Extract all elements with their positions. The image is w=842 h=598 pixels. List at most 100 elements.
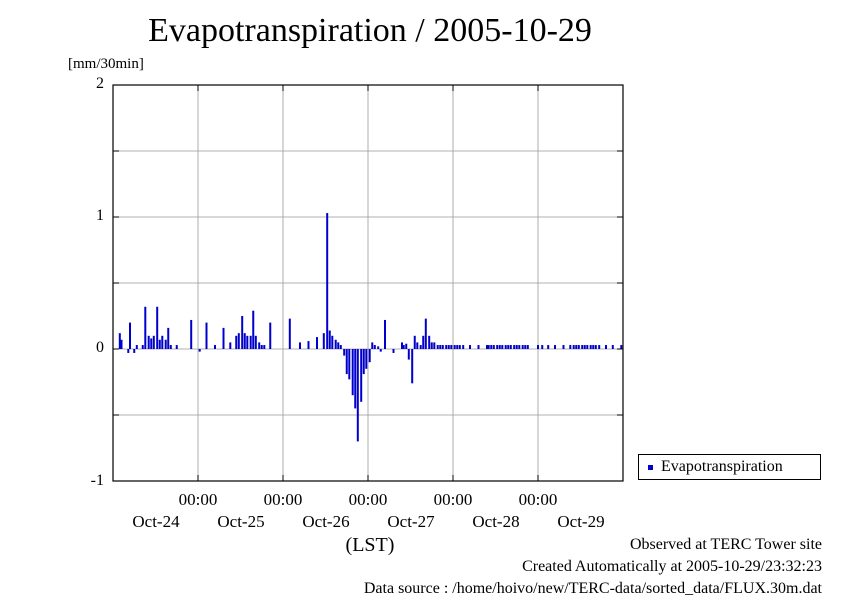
data-bar (402, 345, 405, 349)
y-unit-label: [mm/30min] (68, 56, 144, 72)
footer-created: Created Automatically at 2005-10-29/23:3… (522, 558, 822, 575)
data-bar (316, 337, 318, 349)
data-bar (572, 345, 575, 349)
data-bar (384, 319, 386, 349)
data-bar (241, 316, 244, 349)
data-bar (592, 345, 595, 349)
data-bar (509, 345, 512, 349)
data-bar (164, 339, 167, 349)
data-bar (594, 345, 597, 349)
data-bar (430, 342, 433, 349)
data-bar (498, 345, 501, 349)
data-bar (458, 345, 461, 349)
data-bar (356, 349, 359, 442)
data-bar (496, 345, 499, 349)
data-bar (422, 335, 425, 349)
x-date-label: Oct-24 (132, 512, 180, 531)
data-bar (407, 349, 410, 360)
data-bar (167, 327, 170, 349)
data-bar (586, 345, 589, 349)
data-bar (605, 345, 607, 349)
data-bar (161, 335, 164, 349)
footer-observed: Observed at TERC Tower site (629, 536, 822, 553)
data-bar (401, 342, 403, 349)
y-tick-label: 2 (96, 75, 104, 92)
data-bar (524, 345, 527, 349)
data-bar (334, 339, 337, 349)
data-bar (237, 333, 240, 349)
x-axis-label-text: (LST) (345, 534, 395, 556)
data-bar (428, 335, 431, 349)
x-time-tick-label: 00:00 (178, 490, 218, 509)
data-bar (405, 343, 408, 349)
data-bar (222, 327, 225, 349)
data-bar (439, 345, 442, 349)
data-bar (214, 345, 216, 349)
data-bar (469, 345, 471, 349)
data-bar (521, 345, 524, 349)
data-bar (541, 345, 544, 349)
data-bar (343, 349, 346, 356)
data-bar (575, 345, 578, 349)
data-bar (554, 345, 556, 349)
x-time-tick-label: 00:00 (348, 490, 388, 509)
data-bar (492, 345, 495, 349)
data-bar (433, 342, 436, 349)
data-bar (445, 345, 448, 349)
data-bar (577, 345, 580, 349)
data-bar (373, 345, 376, 349)
data-bar (326, 213, 329, 349)
y-tick-label: -1 (90, 472, 104, 489)
data-bar (365, 349, 368, 369)
y-tick-label: 0 (96, 339, 104, 356)
data-bar (351, 349, 354, 396)
data-bar (436, 345, 439, 349)
data-bar (243, 333, 246, 349)
data-bar (263, 345, 266, 349)
data-bar (392, 349, 395, 353)
data-bar (252, 310, 255, 349)
data-bar (453, 345, 456, 349)
data-bar (413, 335, 416, 349)
data-bar (377, 346, 380, 349)
data-bar (447, 345, 450, 349)
data-bar (269, 322, 272, 349)
data-bar (205, 322, 208, 349)
data-bar (307, 341, 310, 349)
data-bar (501, 345, 504, 349)
data-bar (487, 345, 490, 349)
data-bar (152, 335, 155, 349)
data-bar (169, 345, 172, 349)
data-bar (419, 345, 422, 349)
data-bar (477, 345, 480, 349)
data-bar (411, 349, 414, 384)
data-bar (175, 345, 178, 349)
data-bar (156, 306, 159, 349)
data-bar (129, 322, 131, 349)
legend-label: Evapotranspiration (661, 458, 783, 475)
data-bar (354, 349, 357, 409)
data-bar (235, 335, 238, 349)
data-bar (583, 345, 586, 349)
data-bar (254, 335, 257, 349)
data-bar (144, 306, 147, 349)
data-bar (371, 342, 374, 349)
data-bar (581, 345, 584, 349)
data-bar (507, 345, 510, 349)
data-bar (299, 342, 301, 349)
data-bar (118, 333, 121, 349)
data-bar (611, 345, 614, 349)
data-bar (249, 335, 252, 349)
data-bar (569, 345, 572, 349)
x-date-label: Oct-26 (302, 512, 350, 531)
data-bar (135, 345, 138, 349)
footer-source: Data source : /home/hoivo/new/TERC-data/… (363, 580, 822, 597)
data-bar (462, 345, 465, 349)
legend-swatch (648, 465, 653, 470)
data-bar (147, 335, 150, 349)
x-time-tick-label: 00:00 (433, 490, 473, 509)
x-time-tick-label: 00:00 (263, 490, 303, 509)
data-bar (198, 349, 201, 352)
data-bar (368, 349, 371, 363)
